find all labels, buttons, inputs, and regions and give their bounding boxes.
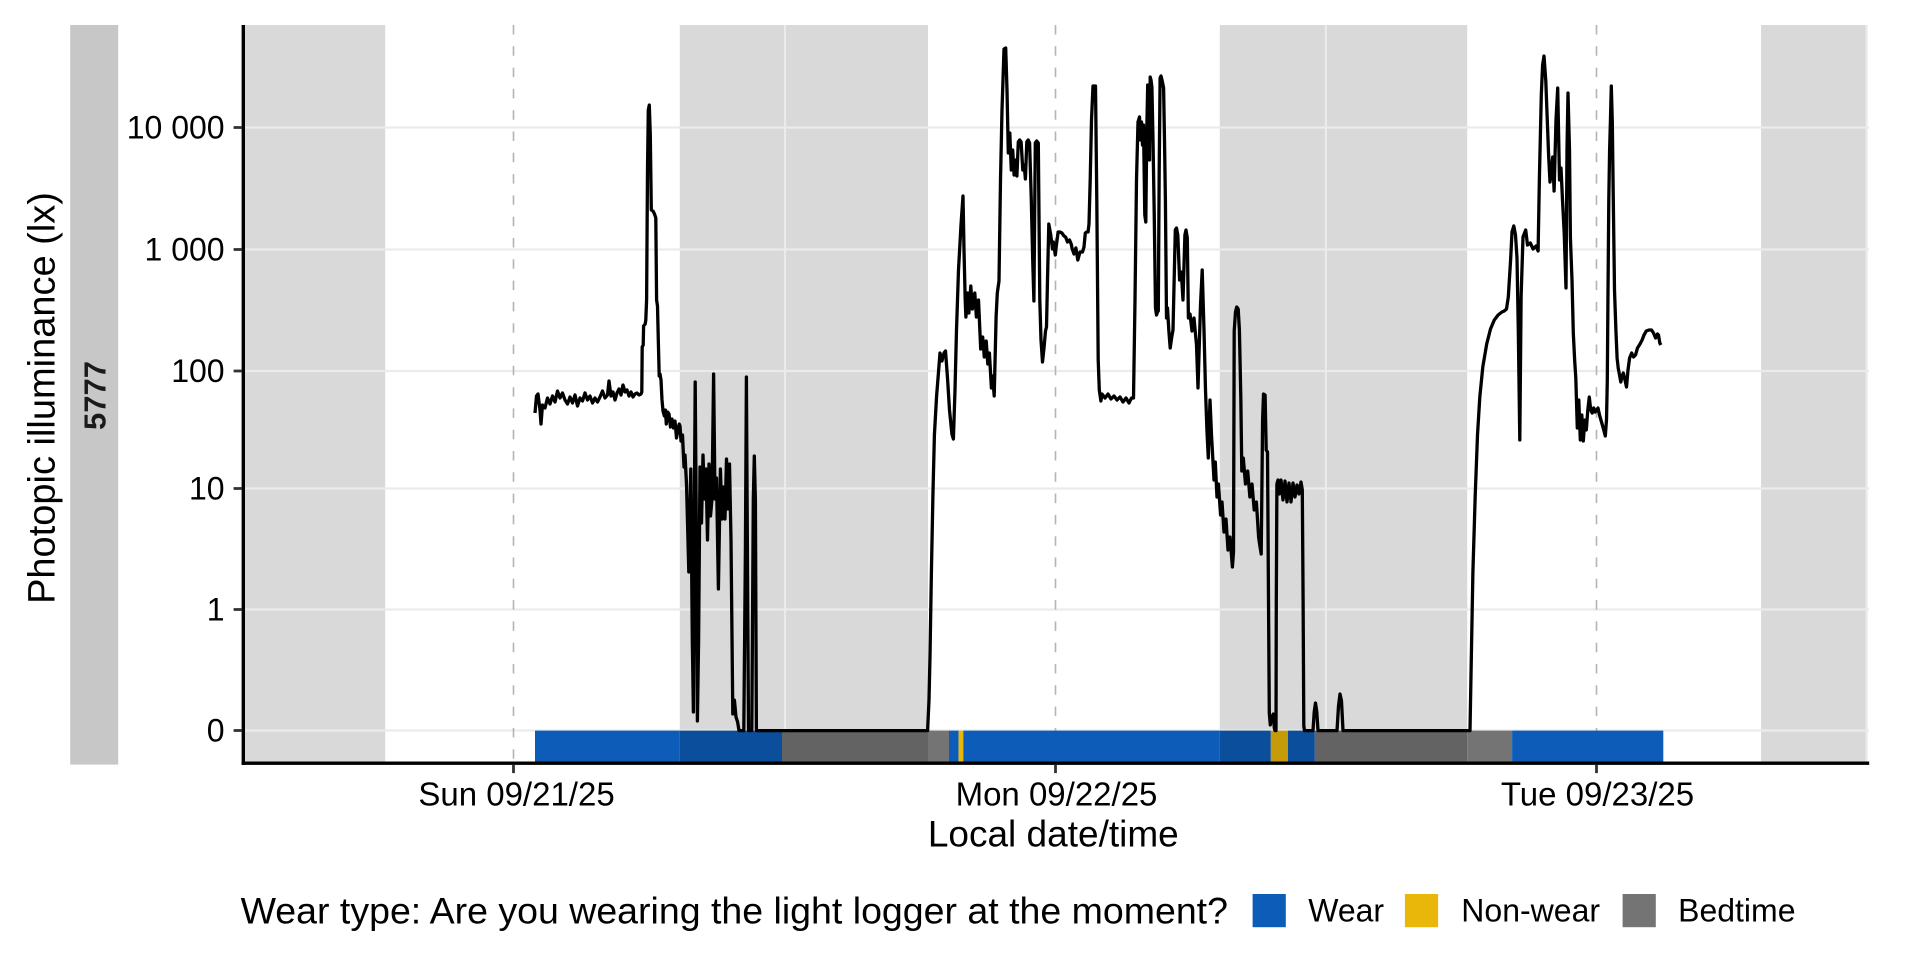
- svg-text:Mon 09/22/25: Mon 09/22/25: [956, 776, 1158, 813]
- svg-text:Tue 09/23/25: Tue 09/23/25: [1501, 776, 1694, 813]
- svg-text:0: 0: [207, 713, 225, 749]
- svg-text:1: 1: [207, 592, 225, 628]
- svg-text:Local date/time: Local date/time: [928, 814, 1179, 855]
- svg-text:Wear: Wear: [1308, 893, 1384, 929]
- svg-text:Bedtime: Bedtime: [1678, 893, 1795, 929]
- svg-text:5777: 5777: [77, 361, 112, 430]
- svg-text:100: 100: [171, 353, 224, 389]
- svg-text:Photopic illuminance (lx): Photopic illuminance (lx): [22, 192, 64, 604]
- svg-text:10 000: 10 000: [127, 110, 225, 146]
- svg-text:10: 10: [189, 471, 225, 507]
- svg-text:Sun 09/21/25: Sun 09/21/25: [418, 776, 614, 813]
- svg-text:Non-wear: Non-wear: [1461, 893, 1600, 929]
- svg-text:Wear type: Are you wearing the: Wear type: Are you wearing the light log…: [241, 889, 1228, 931]
- svg-text:1 000: 1 000: [145, 232, 225, 268]
